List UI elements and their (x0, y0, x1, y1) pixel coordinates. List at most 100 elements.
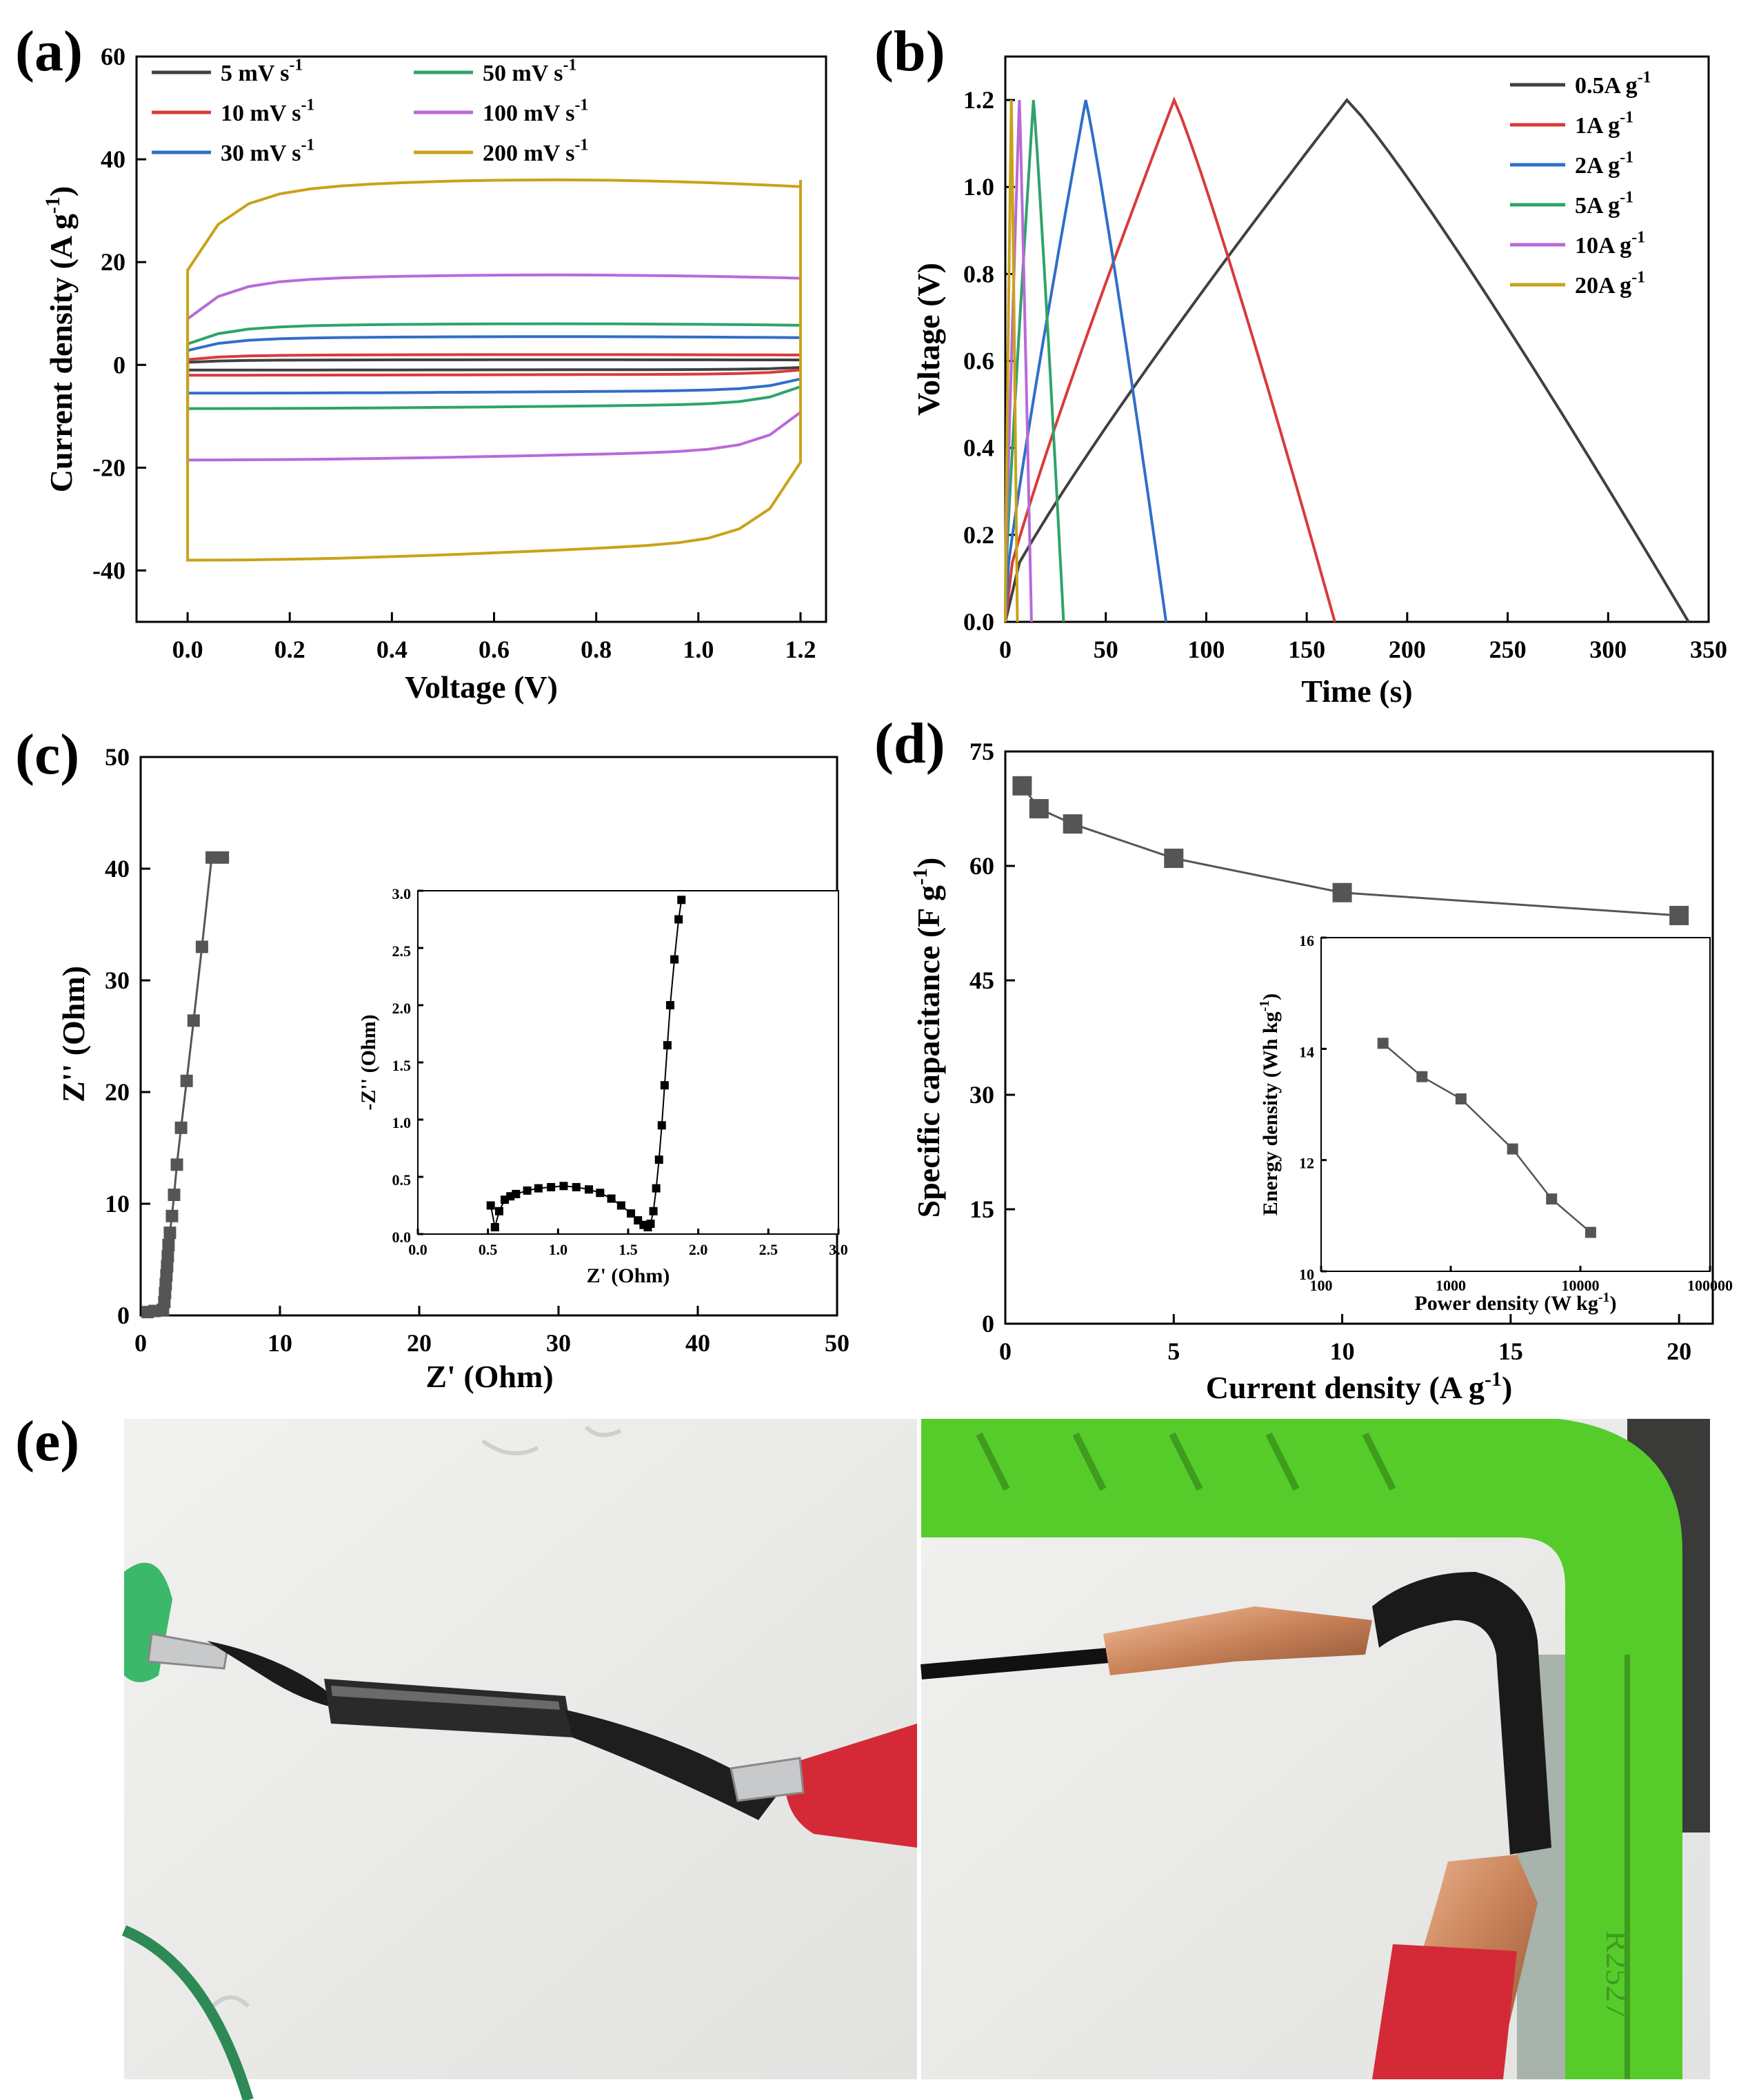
y-tick-d-label: 60 (969, 852, 994, 880)
inset-point-d (1507, 1143, 1518, 1155)
panel-label-a: (a) (15, 19, 83, 83)
x-axis-title-b: Time (s) (1301, 674, 1412, 709)
gcd-curve-1A-g-1 (1004, 96, 1336, 623)
legend-a: 5 mV s-1 10 mV s-1 30 mV s-1 50 mV s-1 100 m… (152, 57, 588, 166)
inset-point-c (607, 1194, 616, 1203)
red-clip-icon-right (1372, 1944, 1517, 2079)
nyquist-point (174, 1121, 188, 1134)
cv-curve-100-mV-s-1 (186, 273, 802, 462)
legend-label-b: 5A g-1 (1575, 189, 1633, 219)
gcd-curve-2A-g-1 (1004, 99, 1168, 623)
y-tick-c-label: 0 (117, 1302, 130, 1329)
y-tick-b-label: 0.6 (963, 347, 994, 375)
inset-x-tick-d-label: 100 (1310, 1277, 1333, 1294)
panel-c-nyquist-chart: (c) 0 10 20 30 40 50 0 10 20 30 40 50 Z' (Ohm) Z''… (15, 723, 849, 1394)
x-axis-a: 0.0 0.2 0.4 0.6 0.8 1.0 1.2 (172, 612, 816, 663)
legend-label-b: 1A g-1 (1575, 109, 1633, 139)
inset-x-title-d: Power density (W kg-1) (1414, 1290, 1616, 1315)
inset-point-c (616, 1201, 625, 1210)
inset-point-c (649, 1207, 658, 1215)
inset-x-tick-c-label: 2.0 (689, 1241, 708, 1258)
x-axis-title-d: Current density (A g-1) (1206, 1368, 1513, 1405)
y-axis-title-d: Specific capacitance (F g-1) (909, 858, 946, 1218)
x-tick-d-label: 20 (1667, 1337, 1691, 1365)
inset-x-tick-c-label: 2.5 (759, 1241, 778, 1258)
inset-point-c (652, 1184, 661, 1193)
x-axis-d: 0 5 10 15 20 (999, 1314, 1691, 1365)
inset-point-c (670, 955, 679, 964)
nyquist-point (187, 1014, 200, 1027)
capacitance-point (1332, 882, 1352, 902)
gcd-curves (1004, 96, 1690, 623)
nyquist-point (161, 1250, 174, 1263)
x-tick-c-label: 30 (546, 1329, 571, 1357)
capacitance-point (1029, 799, 1049, 818)
capacitance-point (1669, 905, 1689, 925)
x-tick-b-label: 200 (1389, 636, 1426, 663)
inset-point-d (1585, 1226, 1596, 1238)
inset-point-c (572, 1182, 581, 1191)
inset-d: 100 1000 10000 100000 10 12 14 16 Power densit… (1257, 932, 1733, 1315)
y-axis-a: -40 -20 0 20 40 60 (92, 43, 146, 584)
x-tick-a-label: 0.8 (581, 636, 612, 663)
y-axis-c: 0 10 20 30 40 50 (105, 743, 150, 1329)
legend-label-a: 200 mV s-1 (483, 137, 588, 166)
panel-label-b: (b) (874, 19, 945, 83)
y-tick-d-label: 15 (969, 1195, 994, 1223)
inset-x-tick-c-label: 1.0 (549, 1241, 568, 1258)
x-tick-a-label: 0.2 (274, 636, 305, 663)
legend-label-b: 2A g-1 (1575, 149, 1633, 179)
y-tick-d-label: 30 (969, 1081, 994, 1109)
copper-clip-icon (1103, 1606, 1372, 1675)
inset-point-c (585, 1185, 594, 1194)
inset-y-tick-c-label: 0.0 (392, 1229, 412, 1246)
x-tick-b-label: 100 (1187, 636, 1225, 663)
y-tick-a-label: 0 (113, 351, 125, 378)
x-axis-title-c: Z' (Ohm) (425, 1359, 553, 1394)
x-tick-d-label: 10 (1330, 1337, 1355, 1365)
inset-point-c (596, 1189, 605, 1198)
inset-point-c (559, 1182, 568, 1191)
panel-d-capacitance-chart: (d) 0 5 10 15 20 0 15 30 45 60 75 Current density… (874, 711, 1733, 1405)
inset-y-tick-c-label: 1.0 (392, 1114, 412, 1131)
nyquist-point (163, 1226, 177, 1240)
y-tick-c-label: 10 (105, 1190, 130, 1218)
legend-label-b: 10A g-1 (1575, 229, 1645, 259)
x-tick-d-label: 5 (1167, 1337, 1180, 1365)
y-tick-a-label: 40 (101, 145, 125, 173)
x-tick-b-label: 250 (1489, 636, 1527, 663)
inset-point-c (486, 1201, 495, 1210)
capacitance-point (1063, 814, 1083, 834)
inset-point-c (646, 1220, 655, 1229)
plot-frame-b (1004, 55, 1710, 623)
cv-curve-10-mV-s-1 (186, 353, 802, 377)
x-tick-a-label: 0.0 (172, 636, 203, 663)
inset-point-c (663, 1041, 672, 1050)
inset-point-c (523, 1186, 532, 1195)
x-tick-a-label: 0.4 (376, 636, 408, 663)
x-tick-a-label: 1.0 (683, 636, 714, 663)
inset-x-tick-c-label: 0.5 (479, 1241, 498, 1258)
inset-point-c (654, 1155, 663, 1164)
inset-x-tick-c-label: 0.0 (408, 1241, 428, 1258)
inset-y-tick-d-label: 14 (1299, 1043, 1314, 1060)
inset-y-tick-d-label: 16 (1299, 932, 1314, 949)
inset-point-c (512, 1189, 521, 1198)
inset-x-axis-c: 0.0 0.5 1.0 1.5 2.0 2.5 3.0 (408, 1229, 848, 1258)
inset-point-d (1416, 1071, 1428, 1082)
inset-y-tick-d-label: 12 (1299, 1155, 1314, 1172)
plot-frame-a (135, 55, 827, 623)
inset-y-tick-c-label: 1.5 (392, 1057, 412, 1074)
red-clip-icon (785, 1724, 917, 1848)
inset-x-axis-d: 100 1000 10000 100000 (1310, 1266, 1733, 1294)
cv-curve-5-mV-s-1 (186, 358, 802, 372)
nyquist-point (195, 940, 208, 953)
inset-x-tick-c-label: 1.5 (618, 1241, 638, 1258)
inset-y-axis-d: 10 12 14 16 (1299, 932, 1327, 1283)
nyquist-point (180, 1074, 193, 1087)
y-axis-title-c: Z'' (Ohm) (56, 966, 91, 1102)
y-tick-b-label: 1.0 (963, 173, 994, 201)
x-tick-c-label: 40 (685, 1329, 710, 1357)
gcd-curve-20A-g-1 (1004, 100, 1019, 623)
y-tick-c-label: 50 (105, 743, 130, 771)
